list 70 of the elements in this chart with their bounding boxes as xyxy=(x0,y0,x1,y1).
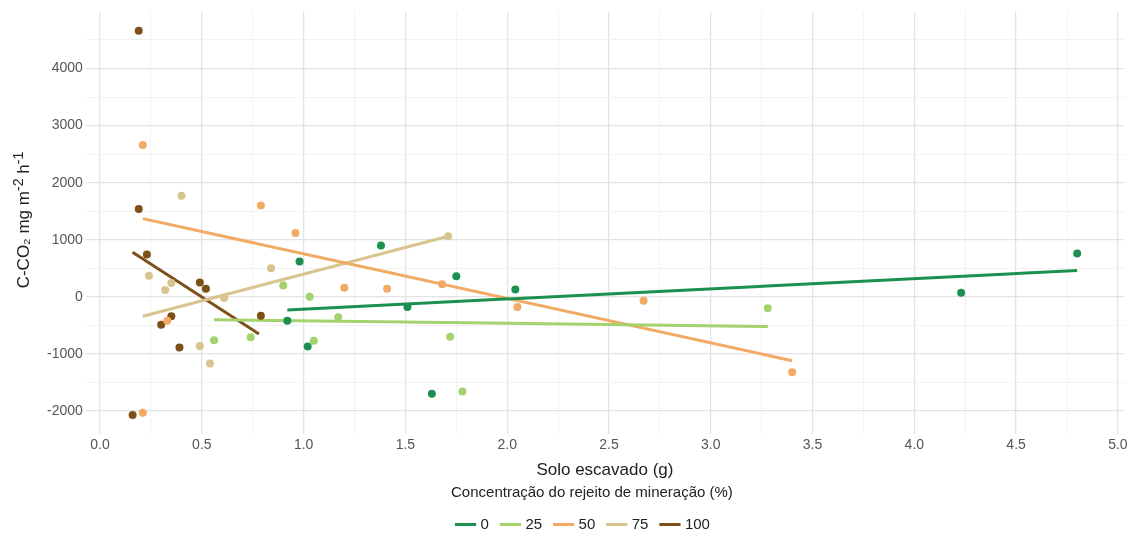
point xyxy=(283,316,292,325)
point xyxy=(267,264,276,273)
point xyxy=(157,320,166,329)
legend-label: 50 xyxy=(578,514,596,532)
x-tick-label: 5.0 xyxy=(1108,436,1128,453)
point xyxy=(511,285,520,294)
y-tick-label: -1000 xyxy=(46,344,84,361)
point xyxy=(444,232,453,241)
point xyxy=(957,288,966,297)
point xyxy=(175,343,184,352)
legend-label: 75 xyxy=(631,514,649,532)
point xyxy=(134,204,143,213)
point xyxy=(1073,249,1082,258)
point xyxy=(142,250,151,259)
point xyxy=(788,368,797,377)
point xyxy=(144,271,153,280)
y-tick-label: 2000 xyxy=(51,173,84,190)
point xyxy=(167,279,176,288)
x-tick-label: 2.5 xyxy=(599,436,619,453)
point xyxy=(256,201,265,210)
x-tick-label: 0.5 xyxy=(192,436,212,453)
y-tick-label: -2000 xyxy=(46,401,84,418)
point xyxy=(128,410,137,419)
point xyxy=(210,336,219,345)
point xyxy=(438,280,447,289)
point xyxy=(383,284,392,293)
point xyxy=(279,281,288,290)
point xyxy=(309,336,318,345)
point xyxy=(427,389,436,398)
point xyxy=(161,285,170,294)
point xyxy=(201,284,210,293)
point xyxy=(195,278,204,287)
point xyxy=(195,341,204,350)
point xyxy=(256,311,265,320)
x-axis-title: Solo escavado (g) xyxy=(536,460,674,480)
point xyxy=(376,241,385,250)
x-tick-label: 4.5 xyxy=(1006,436,1027,453)
x-tick-label: 3.5 xyxy=(802,436,823,453)
point xyxy=(291,228,300,237)
x-tick-label: 1.0 xyxy=(293,436,314,453)
x-tick-label: 1.5 xyxy=(395,436,416,453)
y-tick-label: 1000 xyxy=(51,230,84,247)
y-tick-label: 0 xyxy=(75,287,84,304)
y-tick-label: 3000 xyxy=(51,116,84,133)
point xyxy=(340,283,349,292)
point xyxy=(134,26,143,35)
point xyxy=(763,304,772,313)
y-tick-label: 4000 xyxy=(51,59,84,76)
x-tick-label: 2.0 xyxy=(497,436,518,453)
point xyxy=(163,316,172,325)
point xyxy=(138,140,147,149)
point xyxy=(138,408,147,417)
point xyxy=(458,387,467,396)
legend-label: 100 xyxy=(684,514,710,532)
legend-label: 0 xyxy=(480,514,489,532)
legend-label: 25 xyxy=(525,514,543,532)
point xyxy=(513,303,522,312)
x-tick-label: 4.0 xyxy=(904,436,925,453)
point xyxy=(177,191,186,200)
point xyxy=(295,257,304,266)
point xyxy=(246,333,255,342)
x-tick-label: 0.0 xyxy=(90,436,110,453)
point xyxy=(452,272,461,281)
legend-title: Concentração do rejeito de mineração (%) xyxy=(451,482,733,500)
point xyxy=(446,332,455,341)
point xyxy=(303,342,312,351)
point xyxy=(639,296,648,305)
x-tick-label: 3.0 xyxy=(701,436,721,453)
point xyxy=(305,292,314,301)
point xyxy=(205,359,214,368)
